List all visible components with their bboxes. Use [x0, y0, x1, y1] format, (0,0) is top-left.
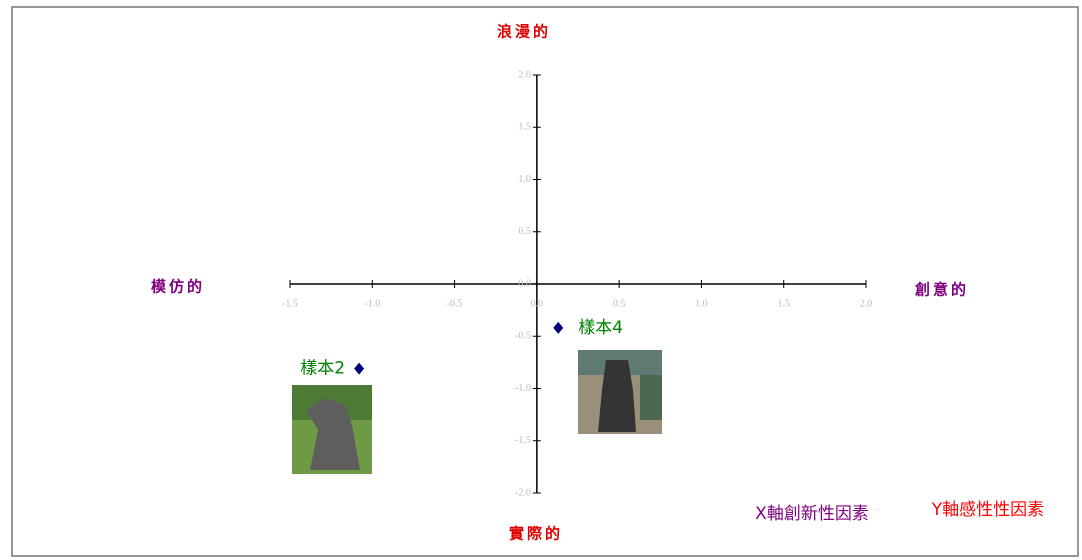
y-tick-label: -1.0	[515, 383, 531, 394]
x-tick-label: 1.0	[695, 298, 708, 309]
point-label: 樣本2	[300, 359, 345, 379]
x-tick-label: 2.0	[860, 298, 873, 309]
y-tick-label: 0.0	[518, 278, 531, 289]
x-tick-label: -0.5	[447, 298, 463, 309]
y-tick-label: -2.0	[515, 487, 531, 498]
point	[354, 362, 365, 375]
photo-sample-4	[578, 350, 662, 434]
left-label: 模仿的	[151, 278, 205, 296]
x-tick-label: -1.0	[364, 298, 380, 309]
bottom-label: 實際的	[509, 525, 563, 543]
y-tick-label: -0.5	[515, 331, 531, 342]
x-tick-label: -1.5	[282, 298, 298, 309]
point	[553, 321, 564, 334]
x-tick-label: 0.0	[531, 298, 544, 309]
x-tick-label: 1.5	[777, 298, 790, 309]
y-tick-label: 0.5	[518, 226, 531, 237]
photo-sample-2	[292, 385, 372, 474]
right-label: 創意的	[914, 281, 969, 299]
frame	[11, 6, 1079, 557]
y-tick-label: 1.0	[518, 174, 531, 185]
y-tick-label: 2.0	[518, 69, 531, 80]
y-axis-title: Y軸感性性因素	[931, 500, 1044, 520]
point-label: 樣本4	[578, 318, 623, 338]
y-tick-label: 1.5	[518, 122, 531, 133]
x-tick-label: 0.5	[613, 298, 626, 309]
x-axis-title: X軸創新性因素	[755, 504, 869, 524]
y-tick-label: -1.5	[515, 435, 531, 446]
top-label: 浪漫的	[497, 23, 551, 41]
